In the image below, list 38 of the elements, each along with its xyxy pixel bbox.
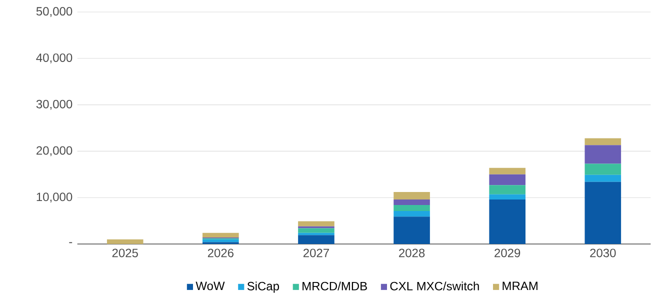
bar: [489, 199, 526, 244]
bar: [584, 138, 622, 146]
bar: [489, 194, 526, 200]
x-tick-label: 2025: [112, 248, 138, 258]
legend-label: CXL MXC/switch: [390, 282, 479, 290]
x-tick-label: 2026: [208, 248, 234, 258]
y-tick-label: 20,000: [36, 146, 72, 156]
y-tick-label: 50,000: [36, 7, 72, 17]
x-tick-label: 2028: [399, 248, 425, 258]
bar: [584, 164, 622, 175]
x-tick-label: 2029: [494, 248, 520, 258]
bar: [106, 239, 144, 244]
bar: [202, 239, 239, 242]
y-tick-label: 40,000: [36, 53, 72, 64]
x-tick-label: 2030: [590, 248, 616, 258]
x-tick-label: 2027: [303, 248, 329, 258]
y-tick-label: 10,000: [36, 192, 72, 203]
bar: [489, 168, 526, 174]
legend-label: MRAM: [502, 282, 538, 290]
bar: [394, 211, 430, 217]
bar: [394, 199, 430, 206]
bar: [394, 216, 430, 244]
bar: [298, 228, 334, 233]
legend-label: MRCD/MDB: [302, 282, 367, 290]
legend-label: WoW: [196, 282, 225, 290]
bar: [584, 145, 622, 164]
bar: [394, 192, 430, 200]
y-tick-label: 30,000: [36, 100, 72, 110]
bar: [489, 174, 526, 186]
legend-label: SiCap: [247, 282, 280, 293]
y-tick-label: -: [69, 242, 72, 244]
bar: [584, 174, 622, 182]
bar: [584, 182, 622, 244]
bar: [202, 232, 239, 238]
bar: [489, 185, 526, 194]
bar: [394, 205, 430, 212]
bar: [298, 235, 334, 244]
bar: [298, 221, 334, 226]
